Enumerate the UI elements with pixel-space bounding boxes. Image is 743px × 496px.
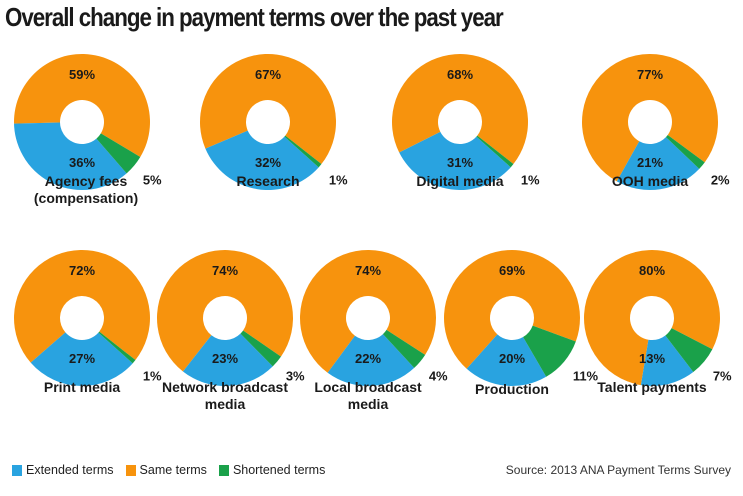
donut-chart: 69% 20% 11% Production [444,250,599,397]
legend-item-extended: Extended terms [12,463,114,477]
label-same: 72% [69,263,95,278]
label-extended: 32% [255,155,281,170]
label-extended: 23% [212,351,238,366]
legend-label-extended: Extended terms [26,463,114,477]
slice-extended [399,131,511,190]
slice-shortened [96,133,141,174]
label-same: 80% [639,263,665,278]
slice-shortened [240,330,281,367]
label-extended: 13% [639,351,665,366]
slice-extended [616,137,700,191]
slice-extended [182,333,273,386]
label-extended: 22% [355,351,381,366]
donut-chart: 67% 32% 1% Research [199,54,348,191]
donut-chart: 68% 31% 1% Digital media [392,54,540,190]
slice-extended [640,335,694,387]
slice-shortened [98,331,136,364]
label-shortened: 4% [429,369,448,384]
label-same: 77% [637,67,663,82]
slice-same [299,249,436,373]
category-label: media [205,396,246,412]
slice-extended [30,332,133,387]
label-shortened: 1% [521,173,540,188]
donut-chart: 77% 21% 2% OOH media [582,53,730,191]
label-shortened: 1% [143,369,162,384]
slice-extended [466,334,547,387]
label-shortened: 1% [329,173,348,188]
donut-chart: 80% 13% 7% Talent payments [584,250,732,395]
label-same: 74% [212,263,238,278]
slice-same [584,250,720,386]
slice-extended [205,130,319,191]
category-label: (compensation) [34,190,138,206]
label-same: 67% [255,67,281,82]
category-label: OOH media [612,173,688,189]
label-extended: 27% [69,351,95,366]
category-label: Local broadcast [314,379,422,395]
slice-shortened [476,135,514,168]
label-extended: 36% [69,155,95,170]
label-extended: 31% [447,155,473,170]
slice-shortened [284,135,322,168]
label-same: 59% [69,67,95,82]
label-shortened: 5% [143,173,162,188]
category-label: Production [475,381,549,397]
slice-shortened [382,329,426,368]
category-label: Talent payments [597,379,707,395]
legend-item-shortened: Shortened terms [218,463,326,477]
slice-same [582,53,718,182]
label-extended: 21% [637,155,663,170]
category-label: Print media [44,379,120,395]
legend-swatch-shortened [218,464,229,476]
slice-same [14,250,151,363]
label-same: 69% [499,263,525,278]
legend-swatch-same [125,464,136,476]
label-same: 74% [355,263,381,278]
legend-label-same: Same terms [139,463,207,477]
label-shortened: 3% [286,369,305,384]
label-extended: 20% [499,351,525,366]
donut-chart: 72% 27% 1% Print media [14,250,162,395]
category-label: Network broadcast [162,379,288,395]
label-shortened: 2% [711,173,730,188]
slice-extended [327,334,415,386]
slice-shortened [665,328,713,373]
slice-same [14,54,151,158]
label-same: 68% [447,67,473,82]
source-note: Source: 2013 ANA Payment Terms Survey [505,463,731,477]
legend-swatch-extended [12,464,22,476]
slice-same [199,54,336,165]
slice-shortened [665,135,705,169]
legend-item-same: Same terms [125,463,207,477]
donut-chart: 59% 36% 5% Agency fees(compensation) [14,54,162,206]
slice-extended [14,122,127,190]
category-label: Research [236,173,299,189]
category-label: media [348,396,389,412]
slice-same [392,54,528,165]
legend: Extended terms Same terms Shortened term… [12,463,325,477]
slice-shortened [523,325,576,377]
category-label: Digital media [416,173,503,189]
slice-same [444,250,580,369]
category-label: Agency fees [45,173,128,189]
slice-same [157,250,294,372]
chart-title: Overall change in payment terms over the… [5,2,504,32]
label-shortened: 7% [713,369,732,384]
legend-label-shortened: Shortened terms [232,463,326,477]
label-shortened: 11% [573,369,599,384]
